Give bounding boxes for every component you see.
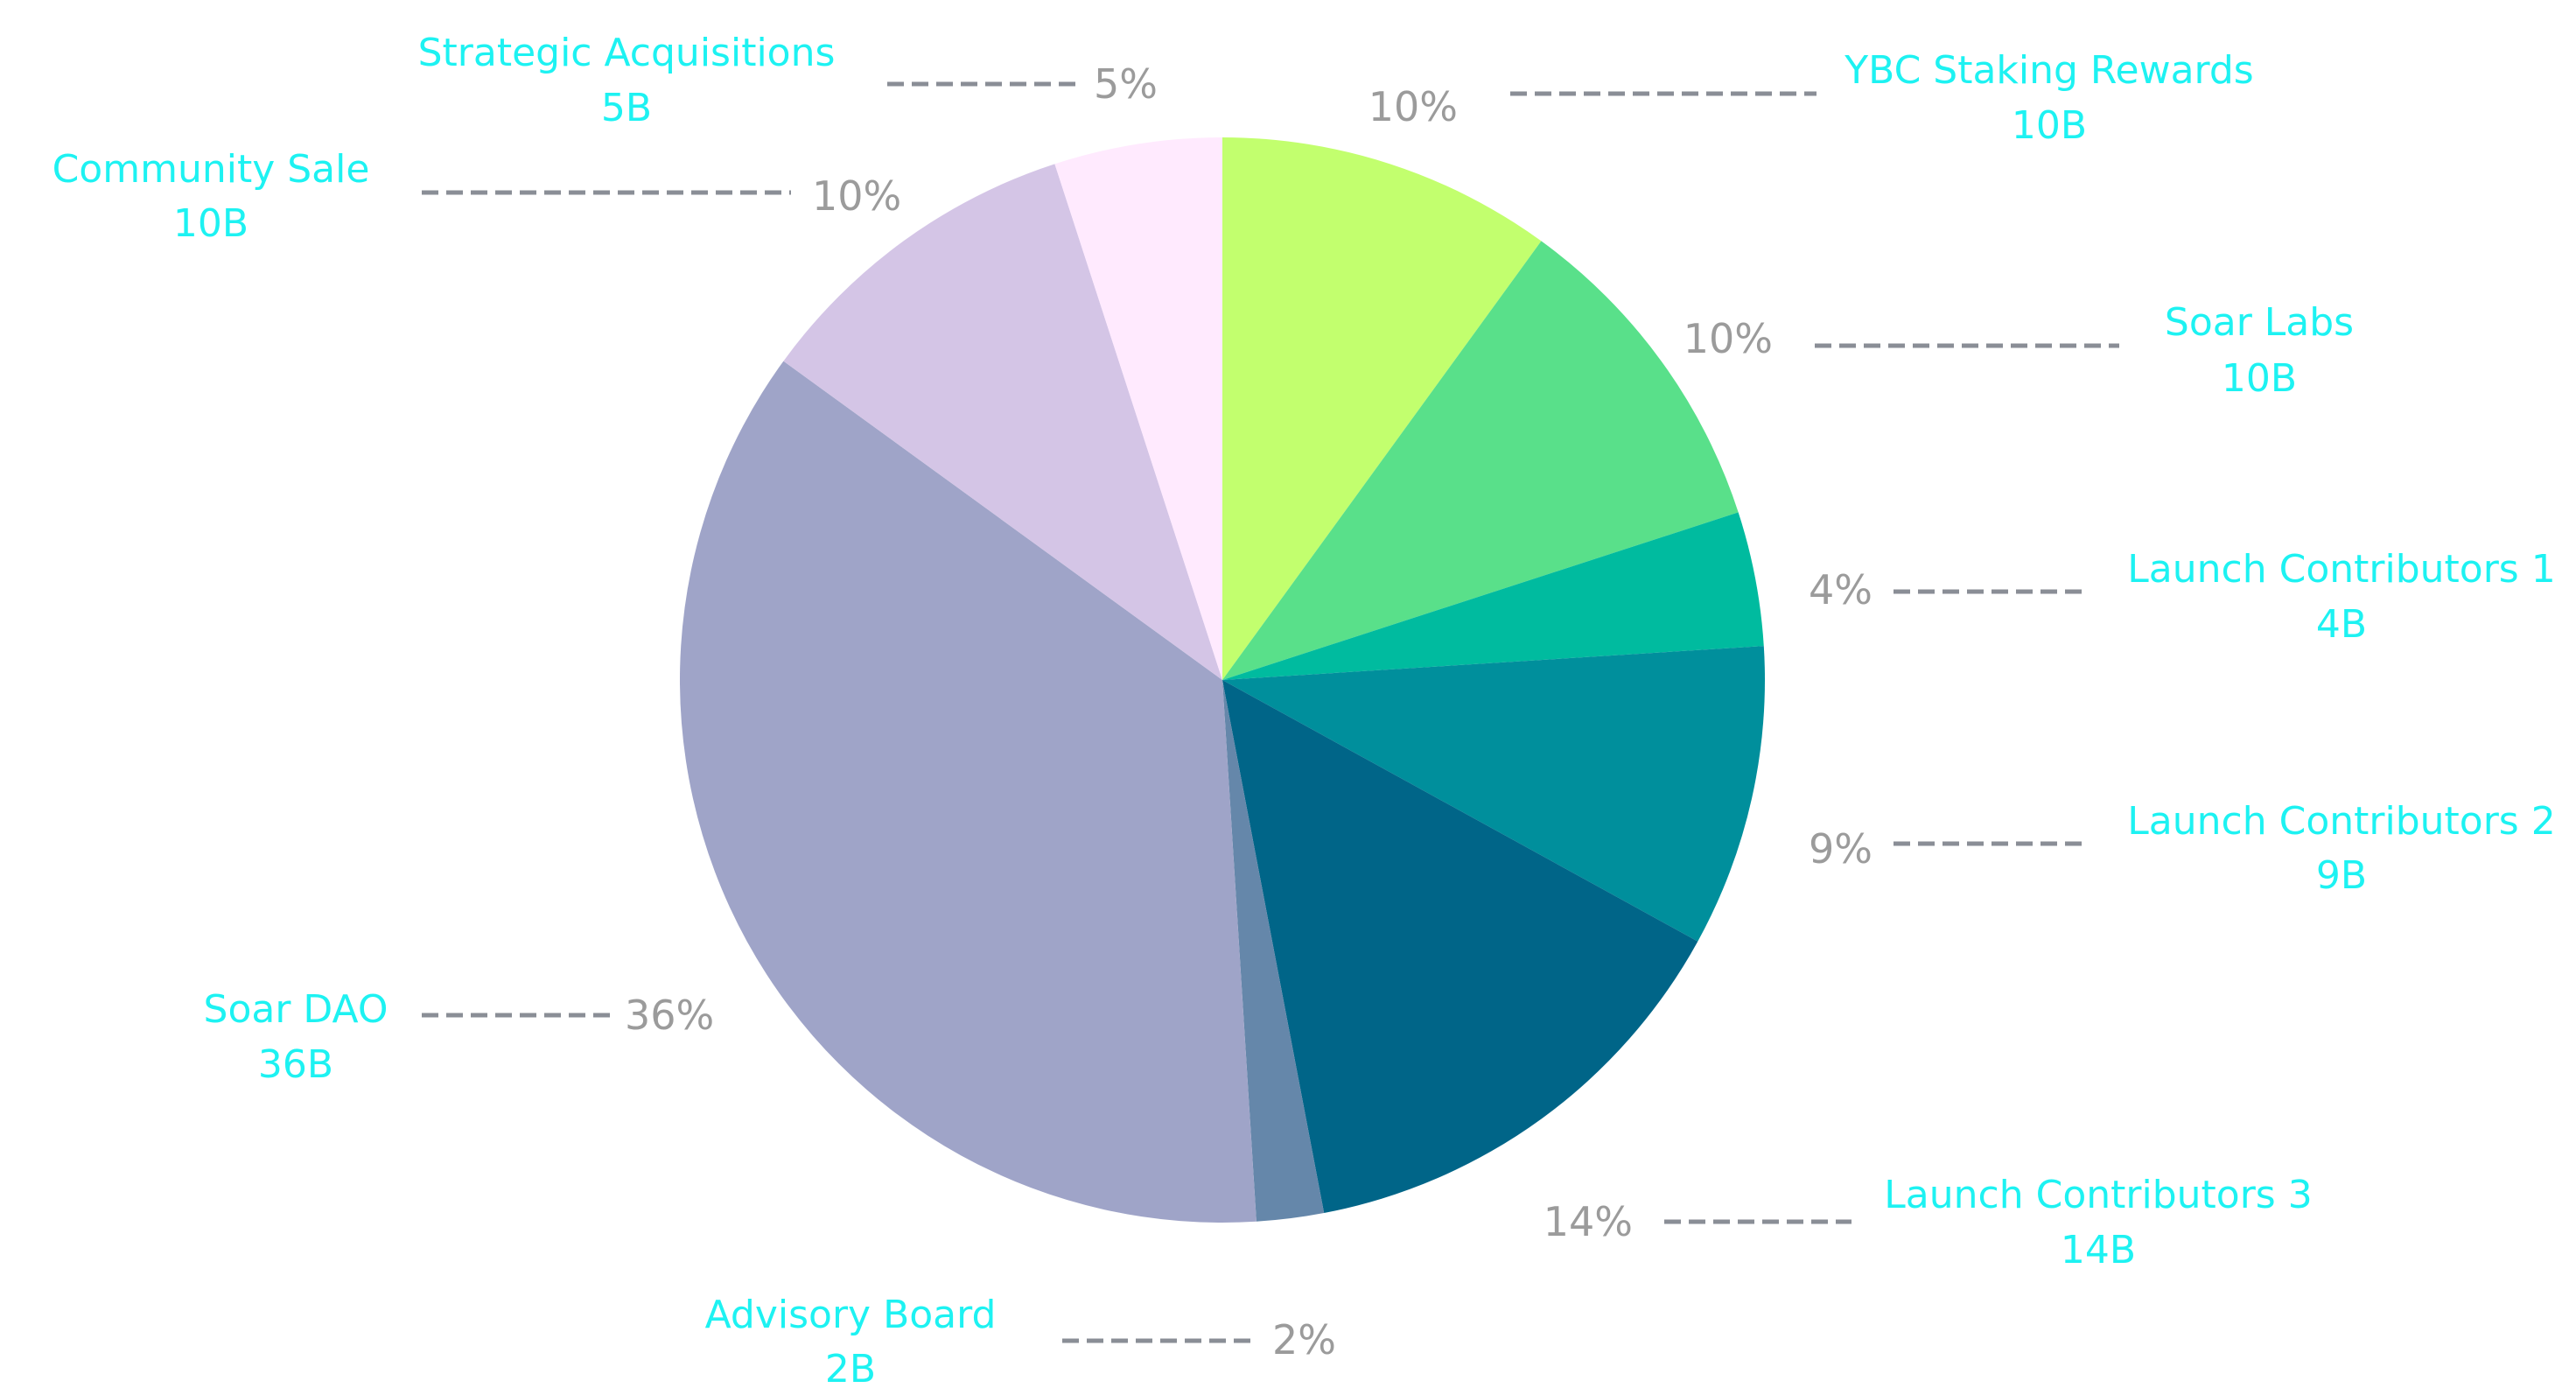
pie-slice-launch-contributors-3 <box>1222 680 1698 1214</box>
slice-percent-community-sale: 10% <box>812 172 901 220</box>
pie-slice-soar-labs <box>1222 241 1739 680</box>
slice-amount-advisory-board: 2B <box>825 1347 876 1391</box>
slice-percent-launch-contributors-2: 9% <box>1809 825 1872 873</box>
slice-label-soar-labs: Soar Labs <box>2165 300 2354 345</box>
leader-lines <box>422 81 2119 1343</box>
pie-slice-launch-contributors-2 <box>1222 646 1766 942</box>
slice-label-launch-contributors-1: Launch Contributors 1 <box>2127 547 2555 592</box>
slice-labels: YBC Staking Rewards 10B 10% Soar Labs 10B 10%… <box>52 31 2556 1391</box>
pie-slice-community-sale <box>783 164 1222 681</box>
slice-amount-soar-labs: 10B <box>2222 356 2297 401</box>
slice-label-strategic-acquisitions: Strategic Acquisitions <box>418 31 836 75</box>
slice-percent-strategic-acquisitions: 5% <box>1094 60 1158 108</box>
slice-percent-advisory-board: 2% <box>1272 1316 1336 1363</box>
slice-label-launch-contributors-2: Launch Contributors 2 <box>2127 799 2555 844</box>
pie-slice-launch-contributors-1 <box>1222 512 1764 680</box>
pie-slice-advisory-board <box>1222 680 1325 1222</box>
slice-percent-soar-labs: 10% <box>1684 315 1773 362</box>
slice-percent-launch-contributors-3: 14% <box>1544 1198 1633 1245</box>
slice-amount-ybc-staking-rewards: 10B <box>2012 103 2087 148</box>
pie-slices <box>679 137 1766 1223</box>
slice-label-community-sale: Community Sale <box>52 147 370 192</box>
slice-percent-launch-contributors-1: 4% <box>1809 566 1872 613</box>
slice-amount-launch-contributors-1: 4B <box>2316 602 2367 647</box>
pie-slice-soar-dao <box>679 361 1256 1223</box>
pie-slice-ybc-staking-rewards <box>1222 137 1542 680</box>
slice-label-soar-dao: Soar DAO <box>204 987 388 1032</box>
slice-amount-soar-dao: 36B <box>258 1042 333 1087</box>
slice-label-advisory-board: Advisory Board <box>705 1293 997 1337</box>
pie-slice-strategic-acquisitions <box>1054 137 1222 680</box>
slice-label-launch-contributors-3: Launch Contributors 3 <box>1884 1173 2312 1217</box>
slice-amount-strategic-acquisitions: 5B <box>601 86 652 130</box>
slice-amount-launch-contributors-3: 14B <box>2061 1228 2136 1272</box>
slice-amount-launch-contributors-2: 9B <box>2316 853 2367 898</box>
slice-percent-ybc-staking-rewards: 10% <box>1368 83 1458 130</box>
slice-label-ybc-staking-rewards: YBC Staking Rewards <box>1844 48 2253 93</box>
slice-percent-soar-dao: 36% <box>625 992 714 1039</box>
slice-amount-community-sale: 10B <box>173 201 248 246</box>
